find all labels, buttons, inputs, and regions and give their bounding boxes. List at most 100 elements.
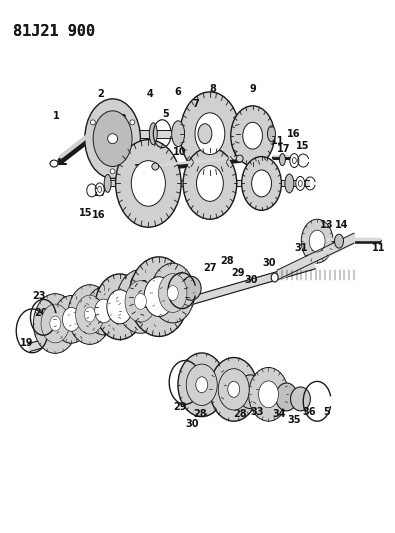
Ellipse shape: [50, 160, 58, 167]
Text: 4: 4: [147, 89, 154, 99]
Ellipse shape: [248, 367, 288, 421]
Ellipse shape: [98, 187, 102, 192]
Ellipse shape: [181, 276, 201, 300]
Ellipse shape: [104, 174, 111, 192]
Text: 16: 16: [286, 128, 300, 139]
Ellipse shape: [135, 294, 147, 309]
Ellipse shape: [279, 154, 285, 166]
Ellipse shape: [276, 383, 297, 411]
Ellipse shape: [206, 373, 228, 401]
Text: 3: 3: [119, 114, 126, 124]
Ellipse shape: [285, 174, 294, 193]
Text: 31: 31: [295, 243, 308, 253]
Text: 30: 30: [263, 258, 276, 268]
Ellipse shape: [178, 353, 226, 417]
Ellipse shape: [296, 176, 305, 190]
Text: 13: 13: [320, 220, 334, 230]
Ellipse shape: [292, 158, 296, 164]
Text: 17: 17: [94, 188, 107, 198]
Ellipse shape: [267, 126, 275, 142]
Ellipse shape: [95, 299, 113, 323]
Text: 20: 20: [84, 296, 98, 306]
Text: 23: 23: [32, 291, 46, 301]
Text: 33: 33: [251, 407, 264, 417]
Ellipse shape: [196, 377, 208, 393]
Ellipse shape: [95, 183, 104, 196]
Ellipse shape: [51, 303, 77, 337]
Ellipse shape: [149, 123, 157, 144]
Ellipse shape: [237, 375, 263, 409]
Ellipse shape: [34, 294, 77, 353]
Ellipse shape: [62, 308, 80, 332]
Ellipse shape: [151, 263, 195, 323]
Ellipse shape: [243, 122, 262, 149]
Ellipse shape: [218, 369, 249, 410]
Ellipse shape: [210, 358, 258, 421]
Ellipse shape: [290, 154, 299, 167]
Ellipse shape: [228, 382, 240, 397]
Ellipse shape: [158, 273, 187, 312]
Text: 11: 11: [271, 136, 284, 146]
Text: 36: 36: [303, 407, 316, 417]
Text: 81J21 900: 81J21 900: [13, 25, 96, 39]
Ellipse shape: [110, 169, 115, 174]
Text: 28: 28: [233, 409, 246, 419]
Ellipse shape: [115, 283, 145, 323]
Text: 17: 17: [276, 143, 290, 154]
Text: 28: 28: [193, 409, 207, 419]
Text: 81J21 900: 81J21 900: [13, 25, 96, 39]
Text: 12: 12: [310, 235, 324, 245]
Text: 35: 35: [288, 415, 301, 425]
Ellipse shape: [242, 157, 281, 211]
Text: 5: 5: [162, 109, 169, 119]
Text: 21: 21: [46, 321, 60, 330]
Ellipse shape: [116, 140, 181, 227]
Ellipse shape: [298, 181, 302, 187]
Text: 34: 34: [273, 409, 286, 419]
Ellipse shape: [95, 274, 145, 340]
Ellipse shape: [68, 285, 112, 344]
Text: 9: 9: [249, 84, 256, 94]
Text: 29: 29: [231, 268, 245, 278]
Text: 25: 25: [150, 295, 164, 305]
Ellipse shape: [252, 170, 271, 197]
Text: 22: 22: [59, 313, 73, 323]
Ellipse shape: [125, 281, 156, 322]
Text: 18: 18: [134, 164, 147, 174]
Ellipse shape: [172, 121, 184, 147]
Text: 6: 6: [175, 87, 182, 97]
Ellipse shape: [259, 381, 278, 408]
Ellipse shape: [180, 92, 240, 175]
Ellipse shape: [231, 106, 275, 166]
Text: 27: 27: [203, 263, 217, 273]
Ellipse shape: [107, 290, 133, 324]
Text: 10: 10: [173, 147, 187, 157]
Polygon shape: [28, 261, 315, 351]
Ellipse shape: [75, 295, 104, 334]
Ellipse shape: [86, 287, 122, 335]
Ellipse shape: [85, 99, 140, 179]
Text: 24: 24: [141, 280, 154, 290]
Ellipse shape: [93, 111, 132, 166]
Ellipse shape: [309, 230, 325, 252]
Text: 22: 22: [106, 300, 119, 310]
Text: 30: 30: [185, 419, 199, 429]
Text: 14: 14: [335, 220, 349, 230]
Ellipse shape: [130, 120, 135, 125]
Text: 5: 5: [324, 407, 331, 417]
Text: 7: 7: [193, 99, 199, 109]
Ellipse shape: [335, 234, 344, 248]
Text: 32: 32: [310, 243, 324, 253]
Ellipse shape: [198, 124, 212, 144]
Text: 26: 26: [168, 286, 182, 296]
Text: 16: 16: [92, 210, 105, 220]
Ellipse shape: [53, 295, 89, 343]
Text: 15: 15: [295, 141, 309, 151]
Ellipse shape: [144, 277, 174, 317]
Ellipse shape: [131, 160, 166, 206]
Text: 8: 8: [209, 84, 216, 94]
Ellipse shape: [85, 307, 95, 322]
Text: 29: 29: [173, 402, 187, 412]
Ellipse shape: [167, 286, 178, 301]
Text: 19: 19: [19, 337, 33, 348]
